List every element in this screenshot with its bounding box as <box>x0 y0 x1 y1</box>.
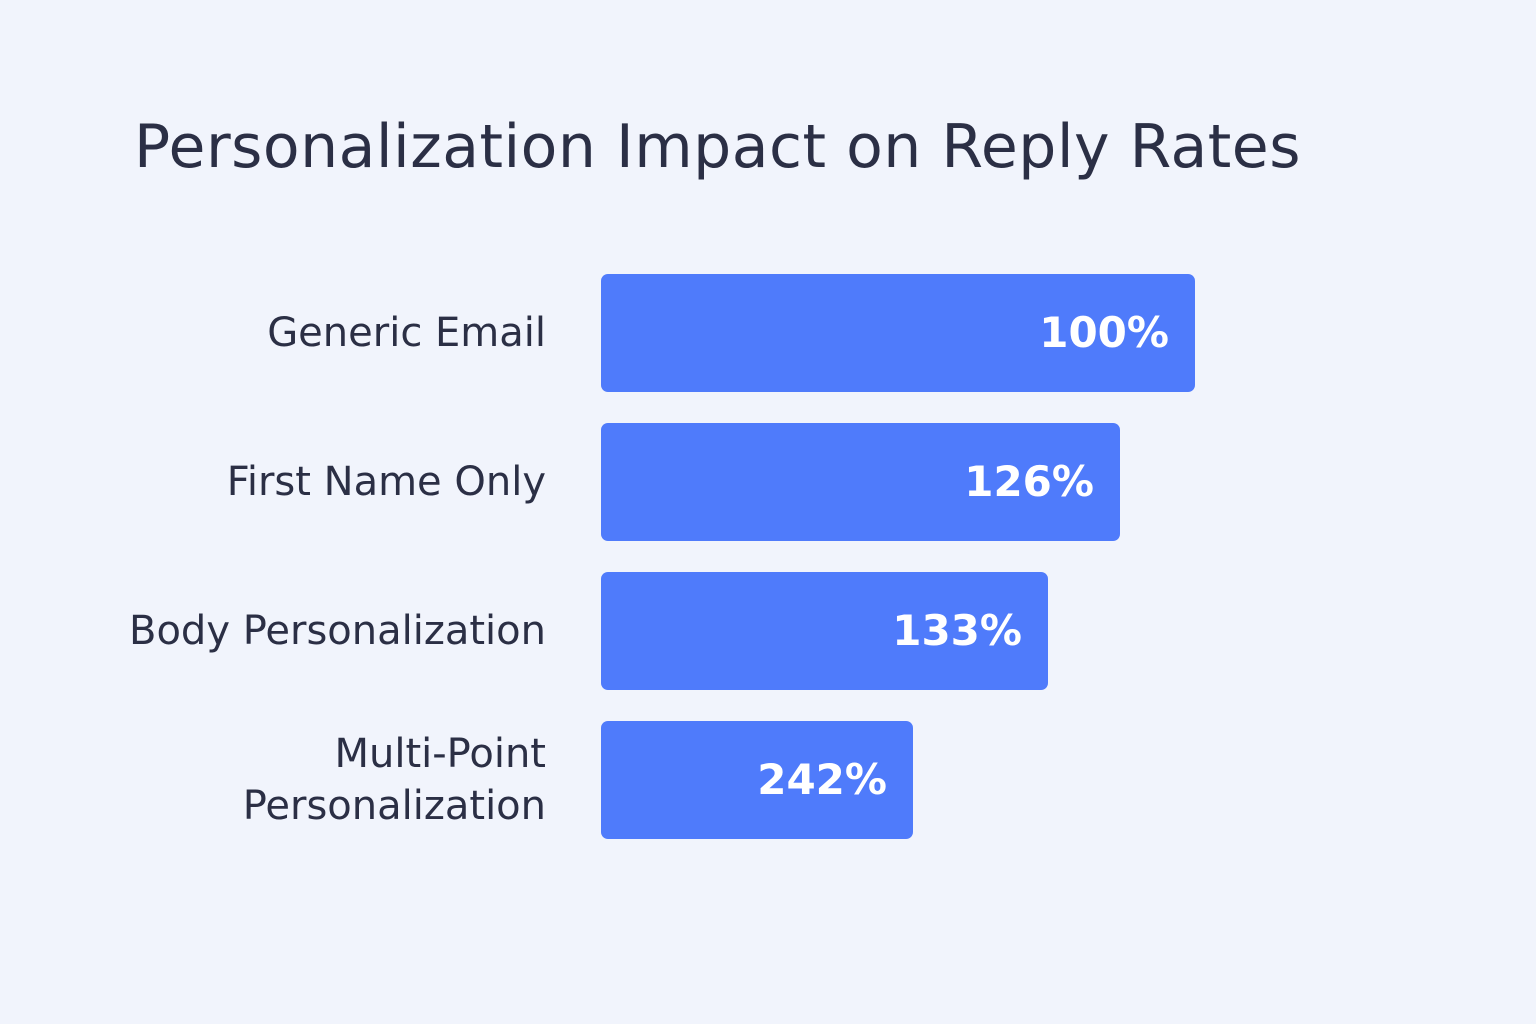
category-label: Body Personalization <box>129 608 546 654</box>
bar: 133% <box>601 572 1048 690</box>
bar-value-label: 100% <box>1039 308 1169 357</box>
bar-value-label: 126% <box>964 457 1094 506</box>
category-label: Multi-Point Personalization <box>242 731 546 829</box>
bar: 242% <box>601 721 913 839</box>
bar-value-label: 133% <box>892 606 1022 655</box>
bar: 126% <box>601 423 1120 541</box>
category-label: Generic Email <box>267 310 546 356</box>
bar-value-label: 242% <box>757 755 887 804</box>
category-label: First Name Only <box>226 459 546 505</box>
bar: 100% <box>601 274 1195 392</box>
chart-title: Personalization Impact on Reply Rates <box>134 112 1301 182</box>
